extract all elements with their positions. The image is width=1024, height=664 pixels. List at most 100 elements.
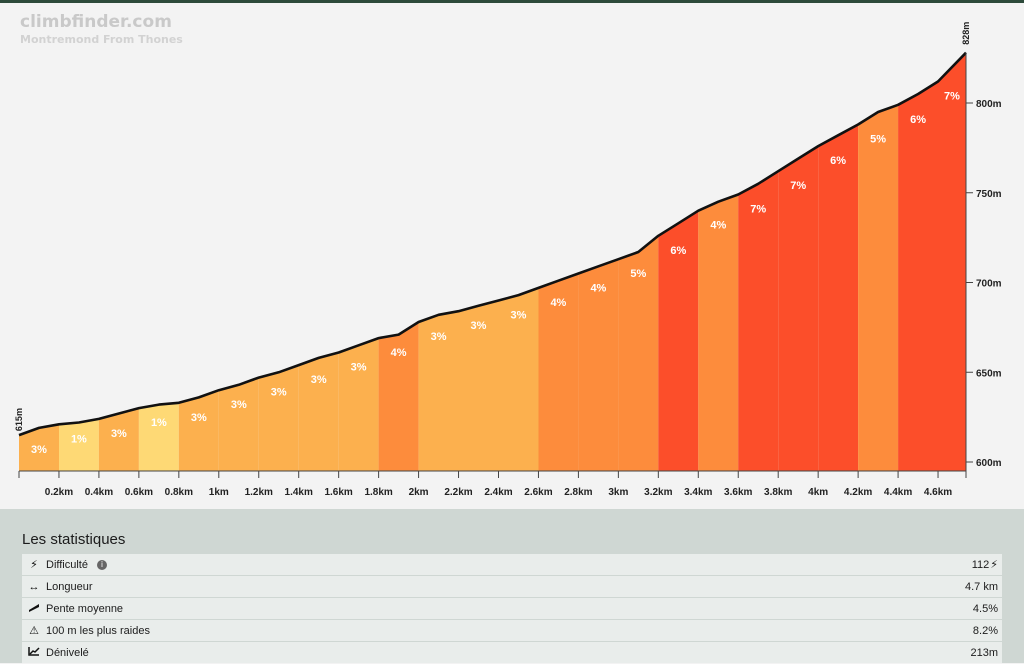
elevation-profile-chart: climbfinder.com Montremond From Thones 3… bbox=[14, 12, 1002, 498]
grade-label-1: 1% bbox=[71, 433, 87, 445]
x-tick-label-9: 2km bbox=[409, 487, 429, 498]
x-tick-label-2: 0.6km bbox=[125, 487, 153, 498]
grade-segments bbox=[19, 52, 966, 472]
grade-segment-15 bbox=[618, 235, 659, 471]
x-tick-label-3: 0.8km bbox=[165, 487, 193, 498]
grade-segment-22 bbox=[898, 81, 938, 471]
end-elevation-label: 828m bbox=[961, 22, 971, 45]
start-elevation-label: 615m bbox=[14, 408, 24, 431]
stat-value-elevation-gain: 213m bbox=[970, 646, 998, 659]
stat-label-length: Longueur bbox=[46, 580, 93, 593]
elevation-end-labels: 615m 828m bbox=[14, 22, 971, 431]
y-tick-label-0: 600m bbox=[976, 458, 1002, 469]
x-tick-label-17: 3.6km bbox=[724, 487, 752, 498]
stat-row-steepest-100m: ⚠︎ 100 m les plus raides 8.2% bbox=[22, 620, 1002, 641]
brand-logo-text: climbfinder.com bbox=[20, 12, 172, 32]
grade-label-2: 3% bbox=[111, 428, 127, 440]
grade-label-22: 6% bbox=[910, 114, 926, 126]
stat-row-difficulty: ⚡︎ Difficulté i 112⚡︎ bbox=[22, 554, 1002, 575]
grade-segment-2 bbox=[98, 408, 139, 471]
grade-segment-8 bbox=[338, 338, 379, 471]
bolt-icon: ⚡︎ bbox=[990, 559, 998, 571]
x-tick-label-19: 4km bbox=[808, 487, 828, 498]
grade-label-23: 7% bbox=[944, 91, 960, 103]
climb-subtitle: Montremond From Thones bbox=[20, 33, 183, 46]
stat-value-difficulty: 112 bbox=[971, 559, 990, 571]
statistics-table: ⚡︎ Difficulté i 112⚡︎ ↔ Longueur 4.7 km … bbox=[22, 554, 1002, 664]
stat-row-elevation-gain: Dénivelé 213m bbox=[22, 642, 1002, 663]
grade-segment-11 bbox=[458, 300, 499, 471]
info-icon[interactable]: i bbox=[96, 559, 107, 570]
x-tick-label-16: 3.4km bbox=[684, 487, 712, 498]
grade-label-16: 6% bbox=[670, 245, 686, 257]
statistics-title: Les statistiques bbox=[22, 531, 126, 548]
profile-line bbox=[18, 51, 967, 437]
grade-segment-19 bbox=[778, 146, 819, 471]
grade-segment-21 bbox=[858, 104, 899, 472]
grade-label-20: 6% bbox=[830, 155, 846, 167]
x-tick-label-5: 1.2km bbox=[245, 487, 273, 498]
grade-label-9: 4% bbox=[391, 347, 407, 359]
grade-segment-4 bbox=[178, 390, 219, 471]
x-tick-label-12: 2.6km bbox=[524, 487, 552, 498]
arrows-horizontal-icon: ↔ bbox=[28, 580, 40, 593]
grade-label-17: 4% bbox=[710, 220, 726, 232]
y-tick-label-3: 750m bbox=[976, 189, 1002, 200]
grade-label-3: 1% bbox=[151, 417, 167, 429]
stat-row-length: ↔ Longueur 4.7 km bbox=[22, 576, 1002, 597]
stat-label-steepest-100m: 100 m les plus raides bbox=[46, 624, 150, 637]
x-tick-label-20: 4.2km bbox=[844, 487, 872, 498]
grade-segment-17 bbox=[698, 194, 739, 471]
x-tick-label-18: 3.8km bbox=[764, 487, 792, 498]
x-tick-label-0: 0.2km bbox=[45, 487, 73, 498]
x-tick-label-1: 0.4km bbox=[85, 487, 113, 498]
y-tick-label-2: 700m bbox=[976, 279, 1002, 290]
grade-label-15: 5% bbox=[630, 268, 646, 280]
bolt-icon: ⚡︎ bbox=[30, 558, 38, 571]
stat-value-steepest-100m: 8.2% bbox=[972, 624, 998, 637]
stat-label-average-grade: Pente moyenne bbox=[46, 602, 124, 615]
grade-label-12: 3% bbox=[511, 310, 527, 322]
grade-label-6: 3% bbox=[271, 387, 287, 399]
ruler-slope-icon bbox=[28, 602, 40, 615]
grade-label-21: 5% bbox=[870, 134, 886, 146]
grade-label-14: 4% bbox=[590, 283, 606, 295]
grade-segment-9 bbox=[378, 322, 419, 471]
x-tick-label-21: 4.4km bbox=[884, 487, 912, 498]
grade-segment-12 bbox=[498, 287, 539, 471]
top-border bbox=[0, 0, 1024, 3]
x-tick-label-22: 4.6km bbox=[924, 487, 952, 498]
stat-label-elevation-gain: Dénivelé bbox=[46, 646, 89, 659]
grade-label-19: 7% bbox=[790, 180, 806, 192]
grade-segment-6 bbox=[258, 365, 299, 471]
grade-label-8: 3% bbox=[351, 362, 367, 374]
grade-segment-16 bbox=[658, 210, 699, 471]
x-tick-label-13: 2.8km bbox=[564, 487, 592, 498]
grade-segment-7 bbox=[298, 352, 339, 471]
x-tick-label-4: 1km bbox=[209, 487, 229, 498]
grade-label-0: 3% bbox=[31, 444, 47, 456]
grade-label-13: 4% bbox=[550, 297, 566, 309]
grade-segment-13 bbox=[538, 273, 579, 471]
x-tick-label-15: 3.2km bbox=[644, 487, 672, 498]
stat-label-difficulty: Difficulté bbox=[46, 558, 88, 571]
x-tick-label-11: 2.4km bbox=[484, 487, 512, 498]
grade-labels: 3% 1% 3% 1% 3% 3% 3% 3% 3% 4% 3% 3% 3% 4% 4% 5% 6% 4% 7% 7%… bbox=[31, 91, 960, 457]
x-tick-label-10: 2.2km bbox=[444, 487, 472, 498]
warning-triangle-icon: ⚠︎ bbox=[29, 624, 39, 637]
grade-segment-23 bbox=[938, 52, 966, 471]
y-tick-label-1: 650m bbox=[976, 368, 1002, 379]
x-tick-label-8: 1.8km bbox=[364, 487, 392, 498]
grade-segment-5 bbox=[218, 377, 259, 471]
grade-segment-20 bbox=[818, 124, 859, 471]
x-tick-label-14: 3km bbox=[608, 487, 628, 498]
profile-outline bbox=[18, 51, 967, 437]
y-tick-label-4: 800m bbox=[976, 99, 1002, 110]
grade-segment-1 bbox=[59, 418, 99, 471]
grade-segment-18 bbox=[738, 171, 779, 471]
y-axis: 600m 650m 700m 750m 800m bbox=[965, 52, 1002, 471]
elevation-chart-icon bbox=[28, 646, 40, 659]
stat-row-average-grade: Pente moyenne 4.5% bbox=[22, 598, 1002, 619]
grade-label-18: 7% bbox=[750, 204, 766, 216]
grade-label-5: 3% bbox=[231, 399, 247, 411]
